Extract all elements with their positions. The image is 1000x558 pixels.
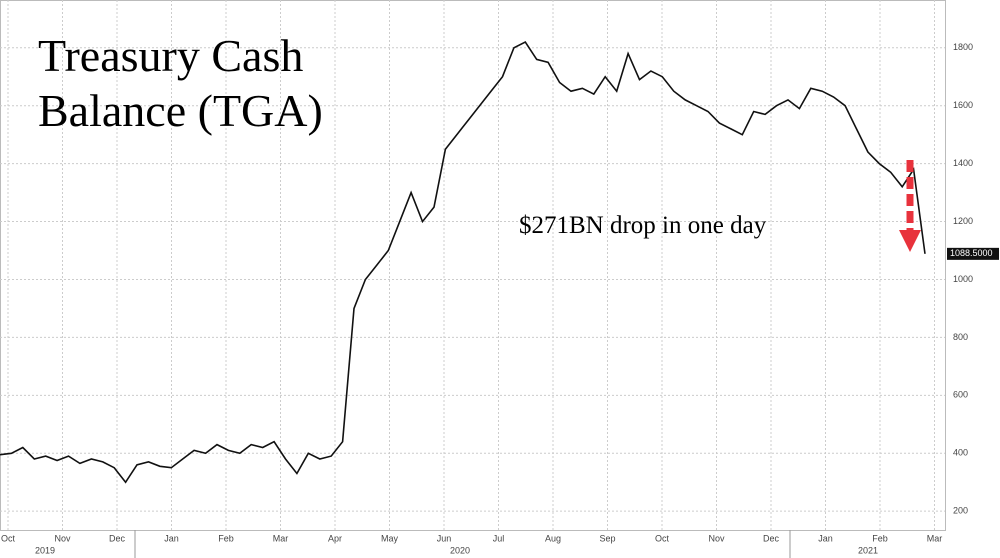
x-tick-label: Apr — [328, 533, 342, 543]
x-tick-label: Dec — [109, 533, 126, 543]
x-tick-label: Jan — [164, 533, 179, 543]
x-tick-label: May — [381, 533, 399, 543]
y-tick-label: 200 — [953, 506, 968, 516]
line-series — [0, 40, 926, 484]
plot-border — [0, 0, 946, 531]
x-tick-label: Dec — [763, 533, 780, 543]
x-tick-label: Mar — [273, 533, 289, 543]
arrow-head — [899, 230, 921, 252]
y-tick-label: 1400 — [953, 158, 973, 168]
x-tick-label: Nov — [708, 533, 725, 543]
x-tick-label: Mar — [927, 533, 943, 543]
chart-title: Treasury Cash Balance (TGA) — [38, 30, 323, 136]
x-tick-label: Sep — [599, 533, 615, 543]
y-tick-label: 600 — [953, 390, 968, 400]
x-tick-label: Nov — [54, 533, 71, 543]
x-tick-label: Feb — [872, 533, 888, 543]
x-tick-label: Jun — [437, 533, 452, 543]
y-tick-label: 1000 — [953, 274, 973, 284]
year-label: 2021 — [858, 545, 878, 555]
x-tick-label: Oct — [655, 533, 670, 543]
x-tick-label: Jan — [818, 533, 833, 543]
x-tick-label: Jul — [493, 533, 505, 543]
y-tick-label: 1600 — [953, 100, 973, 110]
value-label: 1088.5000 — [950, 248, 993, 258]
y-tick-label: 400 — [953, 448, 968, 458]
y-tick-label: 1800 — [953, 42, 973, 52]
x-tick-label: Feb — [218, 533, 234, 543]
x-tick-label: Aug — [545, 533, 561, 543]
value-label-box — [947, 247, 999, 260]
year-label: 2020 — [450, 545, 470, 555]
year-label: 2019 — [35, 545, 55, 555]
y-tick-label: 1200 — [953, 216, 973, 226]
x-tick-label: Oct — [1, 533, 16, 543]
y-tick-label: 800 — [953, 332, 968, 342]
annotation: $271BN drop in one day — [519, 212, 767, 239]
